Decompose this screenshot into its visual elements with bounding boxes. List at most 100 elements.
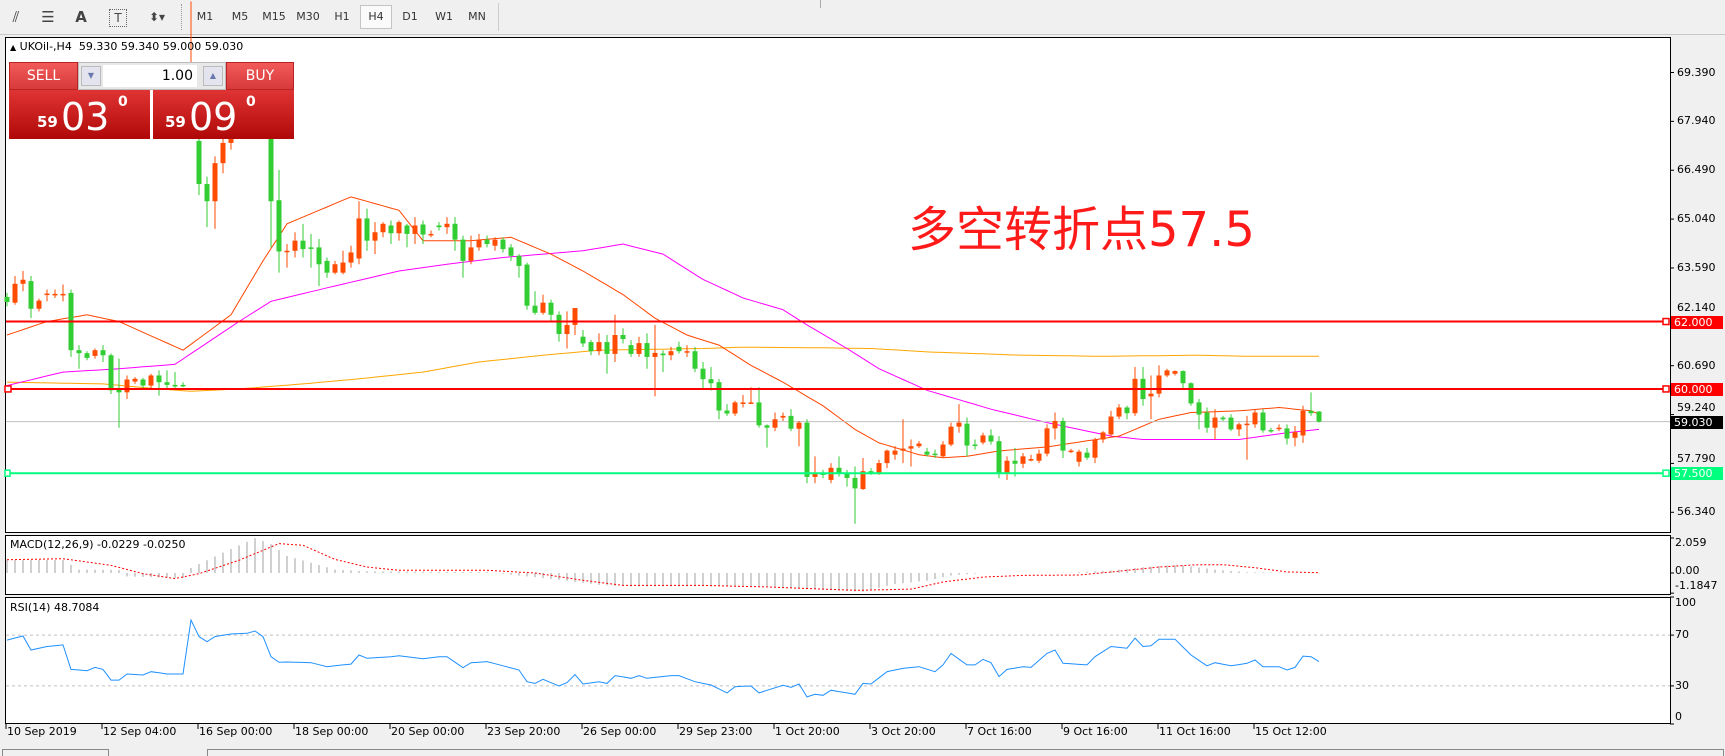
- candle: [636, 336, 642, 357]
- chart-header: ▲ UKOil-,H4 59.330 59.340 59.000 59.030: [10, 40, 243, 54]
- price-tick-label: 62.140: [1677, 300, 1716, 314]
- candle-body: [460, 239, 466, 261]
- timeframe-m1[interactable]: M1: [196, 10, 214, 23]
- candle: [1164, 368, 1170, 378]
- candle-body: [1028, 459, 1034, 461]
- candle: [300, 223, 306, 258]
- candle: [1108, 410, 1114, 437]
- candle-body: [980, 435, 986, 443]
- candle: [708, 367, 714, 391]
- candle: [780, 412, 786, 421]
- timeframe-h4[interactable]: H4: [360, 5, 392, 29]
- time-tick-label: 11 Oct 16:00: [1159, 725, 1231, 738]
- candle: [332, 260, 338, 275]
- buy-fraction: 0: [246, 94, 256, 110]
- candle: [628, 340, 634, 357]
- candle: [956, 404, 962, 433]
- candle: [532, 291, 538, 315]
- candle: [132, 377, 138, 384]
- fibonacci-expansion-icon[interactable]: ⫽: [12, 8, 20, 26]
- candle: [548, 299, 554, 322]
- timeframe-m15[interactable]: M15: [262, 10, 286, 23]
- candle-body: [140, 379, 146, 386]
- candle: [52, 289, 58, 298]
- candle-body: [972, 444, 978, 447]
- sell-button[interactable]: SELL: [9, 62, 78, 90]
- timeframe-m5[interactable]: M5: [231, 10, 249, 23]
- candle-body: [76, 350, 82, 354]
- time-tick-label: 9 Oct 16:00: [1063, 725, 1128, 738]
- candle-body: [564, 324, 570, 335]
- candle-body: [556, 314, 562, 335]
- price-tick-label: 56.340: [1677, 505, 1716, 519]
- text-label-icon[interactable]: T: [109, 9, 127, 27]
- candle: [676, 341, 682, 354]
- candle-body: [292, 240, 298, 251]
- candle-body: [596, 342, 602, 352]
- candle-body: [812, 472, 818, 477]
- candle: [1236, 422, 1242, 437]
- arrows-dropdown-icon[interactable]: ⬍▾: [148, 10, 166, 24]
- candle: [100, 345, 106, 362]
- candle-body: [1300, 410, 1306, 436]
- candle-body: [876, 463, 882, 474]
- timeframe-mn[interactable]: MN: [468, 10, 486, 23]
- timeframe-d1[interactable]: D1: [402, 10, 418, 23]
- candle: [388, 220, 394, 245]
- candle-body: [1172, 371, 1178, 374]
- timeframe-h1[interactable]: H1: [334, 10, 350, 23]
- candle-body: [1036, 453, 1042, 461]
- candle-body: [900, 448, 906, 451]
- collapse-triangle-icon[interactable]: ▲: [10, 43, 17, 52]
- candle-body: [164, 382, 170, 385]
- candle-body: [716, 382, 722, 411]
- candle-body: [572, 308, 578, 325]
- candle-body: [444, 223, 450, 228]
- lot-increase-icon[interactable]: ▲: [203, 66, 223, 86]
- candle-body: [1020, 456, 1026, 464]
- candle-body: [308, 247, 314, 249]
- macd-signal-line: [6, 543, 1320, 591]
- lot-input[interactable]: [103, 65, 197, 87]
- chart-annotation-text[interactable]: 多空转折点57.5: [908, 202, 1255, 258]
- candle: [452, 217, 458, 251]
- candle-body: [548, 302, 554, 315]
- candle: [972, 439, 978, 450]
- candle: [964, 417, 970, 457]
- candle: [1148, 375, 1154, 420]
- candle: [732, 400, 738, 416]
- timeframe-w1[interactable]: W1: [435, 10, 453, 23]
- price-tick-label: 66.490: [1677, 163, 1716, 177]
- candle-body: [1276, 427, 1282, 430]
- candle-body: [772, 419, 778, 428]
- candle: [1012, 447, 1018, 477]
- sell-price[interactable]: 59 03 0: [9, 90, 150, 139]
- candle-body: [644, 343, 650, 357]
- candle-body: [364, 218, 370, 241]
- lot-decrease-icon[interactable]: ▼: [81, 66, 101, 86]
- lot-stepper[interactable]: ▼ ▲: [78, 62, 226, 90]
- time-tick-label: 23 Sep 20:00: [487, 725, 561, 738]
- text-icon[interactable]: A: [75, 8, 87, 26]
- buy-button[interactable]: BUY: [226, 62, 294, 90]
- candle: [92, 348, 98, 359]
- candle-body: [780, 415, 786, 418]
- candle: [1092, 437, 1098, 464]
- candle: [36, 298, 42, 312]
- candle: [524, 262, 530, 310]
- candle-body: [204, 184, 210, 202]
- candle: [212, 156, 218, 229]
- candle: [220, 136, 226, 174]
- timeframe-m30[interactable]: M30: [296, 10, 320, 23]
- fibonacci-fan-icon[interactable]: ☰: [41, 8, 55, 26]
- candle-body: [804, 422, 810, 477]
- buy-price[interactable]: 59 09 0: [153, 90, 294, 139]
- candle-body: [268, 132, 274, 202]
- rsi-axis-0: 0: [1675, 710, 1682, 723]
- candle-body: [1132, 378, 1138, 414]
- candle: [748, 387, 754, 405]
- candle: [948, 422, 954, 447]
- candle: [620, 328, 626, 344]
- candle-body: [1268, 430, 1274, 432]
- level-handle-icon: [1662, 317, 1670, 326]
